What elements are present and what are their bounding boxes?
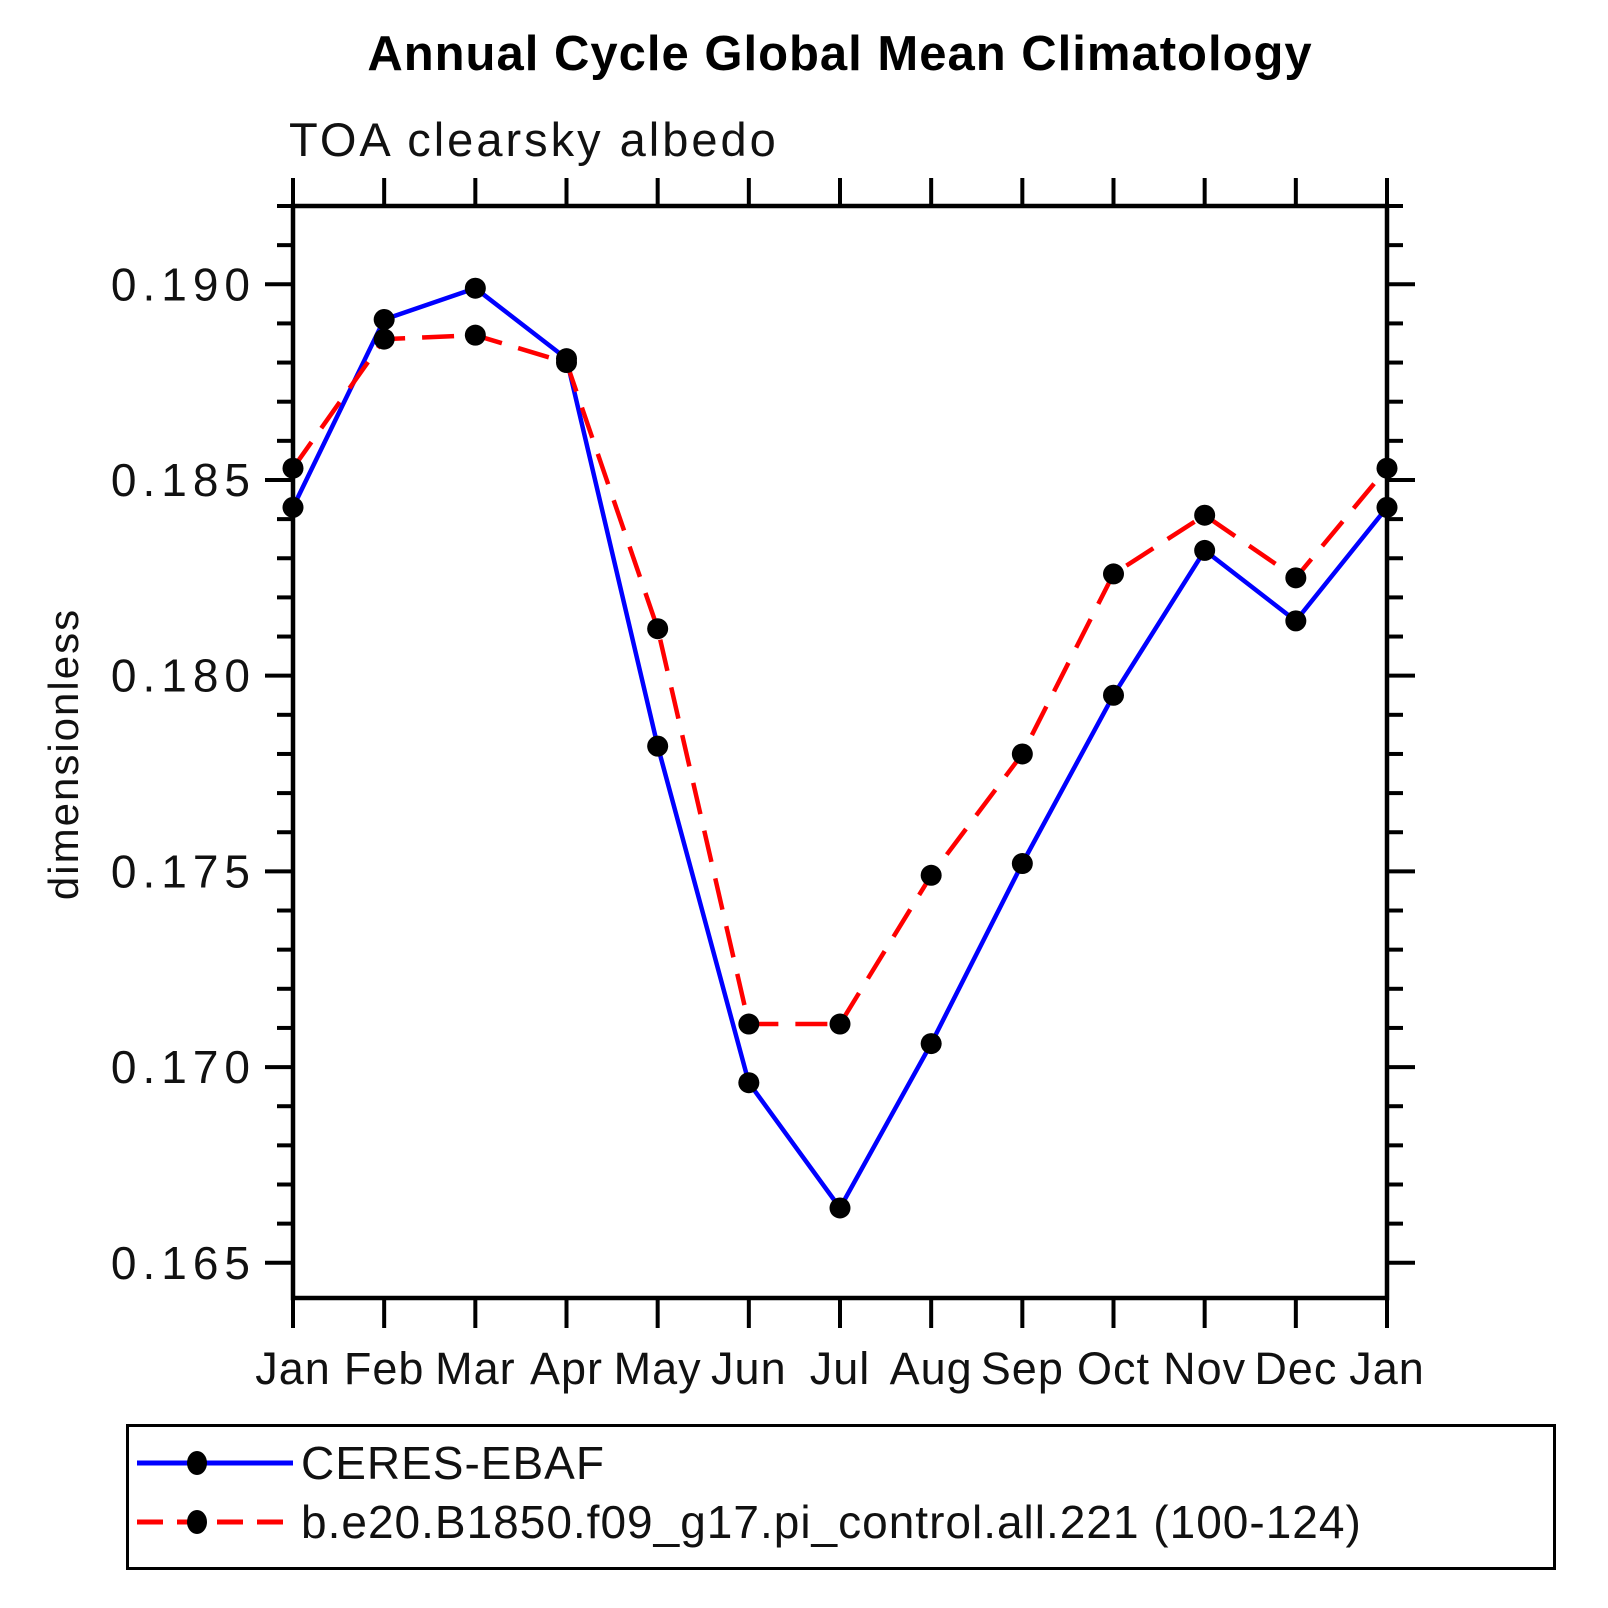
legend-marker-icon — [187, 1451, 207, 1475]
legend-box: CERES-EBAF b.e20.B1850.f09_g17.pi_contro… — [126, 1424, 1556, 1570]
y-tick-label: 0.190 — [111, 258, 256, 310]
data-point-marker — [1103, 563, 1124, 585]
data-point-marker — [738, 1072, 760, 1094]
y-tick-label: 0.180 — [111, 650, 256, 702]
x-tick-label: Mar — [435, 1343, 516, 1394]
data-point-marker — [920, 1033, 942, 1055]
y-axis-title: dimensionless — [40, 608, 87, 900]
x-tick-label: Aug — [890, 1343, 973, 1394]
series-line-ceres-ebaf — [290, 285, 1389, 1211]
x-tick-label: Apr — [530, 1343, 603, 1394]
data-point-marker — [738, 1013, 760, 1035]
data-point-marker — [464, 324, 486, 346]
data-point-marker — [1376, 457, 1398, 479]
y-tick-label: 0.165 — [111, 1237, 256, 1289]
legend-solid-line-sample — [137, 1451, 293, 1475]
x-tick-label: Jan — [1349, 1343, 1425, 1394]
data-point-marker — [1194, 539, 1216, 561]
legend-entry-model: b.e20.B1850.f09_g17.pi_control.all.221 (… — [135, 1493, 1362, 1551]
y-tick-label: 0.185 — [111, 454, 256, 506]
chart-title: Annual Cycle Global Mean Climatology — [367, 27, 1313, 81]
legend-label-model: b.e20.B1850.f09_g17.pi_control.all.221 (… — [301, 1496, 1362, 1548]
x-tick-label: Jun — [711, 1343, 787, 1394]
legend-label-ceres-ebaf: CERES-EBAF — [301, 1437, 605, 1489]
data-point-marker — [1011, 853, 1033, 875]
legend-entry-ceres-ebaf: CERES-EBAF — [135, 1434, 605, 1492]
data-point-marker — [282, 496, 304, 518]
data-point-marker — [829, 1013, 851, 1035]
x-tick-label: May — [614, 1343, 702, 1394]
x-tick-label: Sep — [981, 1343, 1064, 1394]
legend-marker-icon — [187, 1510, 207, 1534]
data-point-marker — [556, 352, 577, 374]
data-point-marker — [1285, 610, 1307, 632]
x-tick-label: Nov — [1163, 1343, 1246, 1394]
data-point-marker — [920, 864, 942, 886]
series-line-model — [291, 332, 1389, 1027]
data-point-marker — [1376, 496, 1398, 518]
data-point-marker — [647, 618, 669, 640]
data-point-marker — [282, 457, 304, 479]
data-point-marker — [829, 1197, 851, 1219]
data-point-marker — [373, 328, 395, 350]
chart-subtitle: TOA clearsky albedo — [289, 113, 779, 166]
data-point-marker — [1011, 743, 1033, 765]
x-tick-label: Oct — [1077, 1343, 1150, 1394]
x-tick-label: Feb — [344, 1343, 425, 1394]
plot-frame — [290, 203, 1390, 1301]
legend-dashed-line-sample — [137, 1510, 293, 1534]
y-tick-label: 0.175 — [111, 845, 256, 897]
data-point-marker — [373, 309, 395, 331]
x-tick-label: Dec — [1254, 1343, 1337, 1394]
x-tick-label: Jan — [255, 1343, 331, 1394]
data-point-marker — [1285, 567, 1307, 589]
data-point-marker — [464, 277, 486, 299]
data-point-marker — [1103, 684, 1124, 706]
data-point-marker — [1194, 504, 1216, 526]
x-tick-label: Jul — [810, 1343, 871, 1394]
y-tick-label: 0.170 — [111, 1041, 256, 1093]
data-point-marker — [647, 735, 669, 757]
